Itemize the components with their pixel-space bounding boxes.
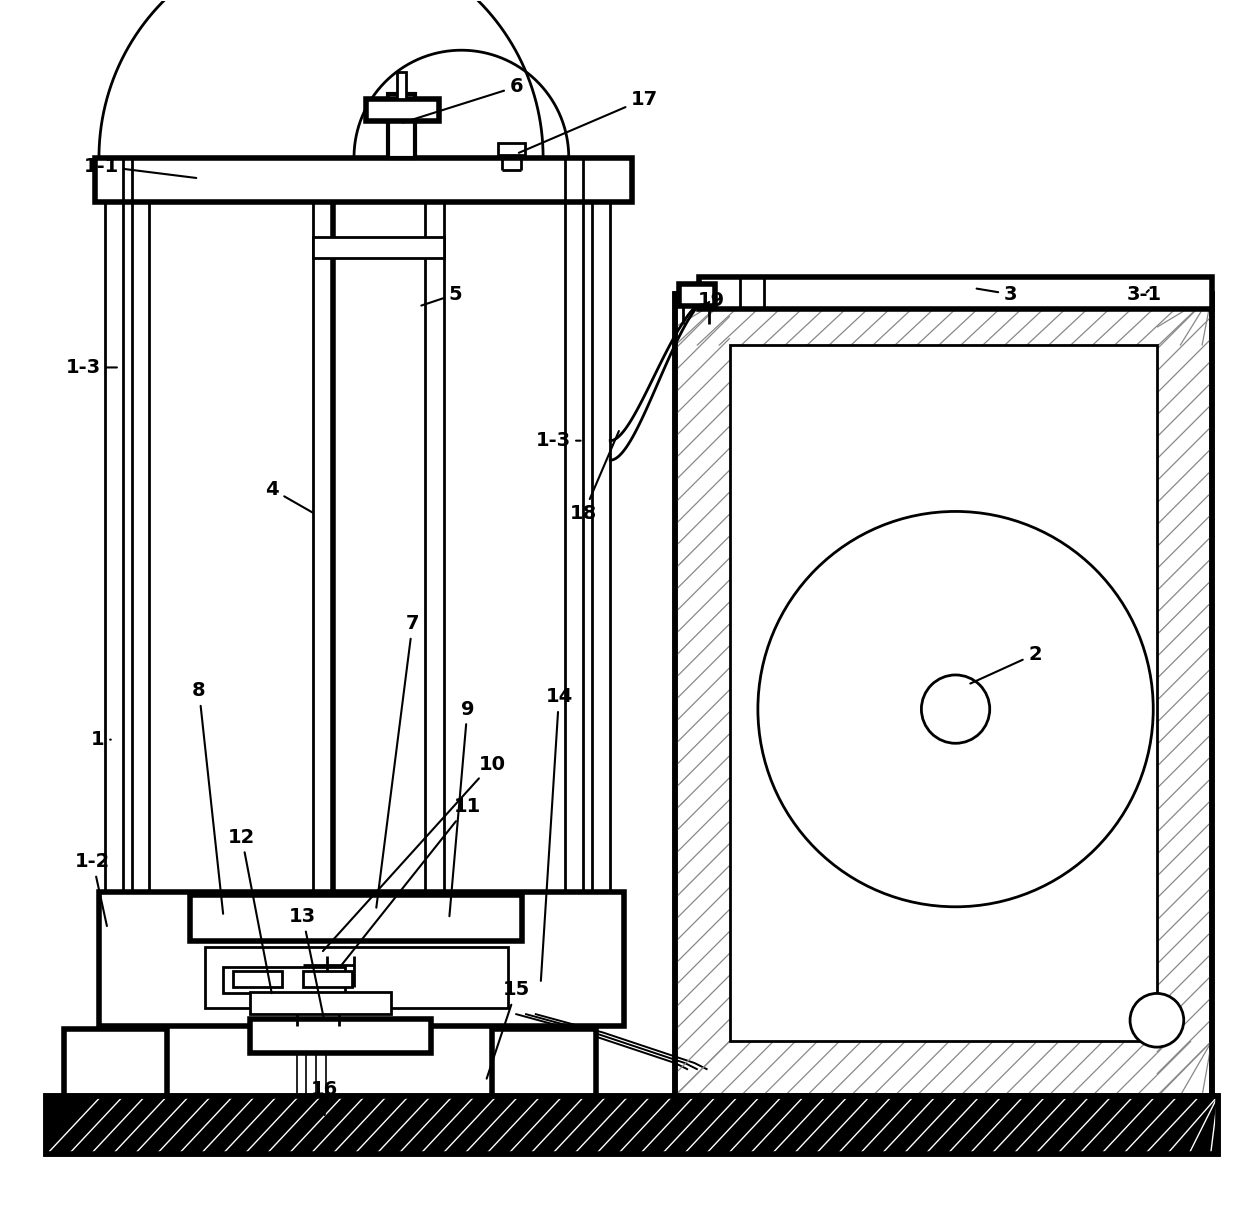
Bar	[250, 1019, 430, 1053]
Bar	[699, 278, 1211, 309]
Text: 10: 10	[322, 755, 506, 951]
Text: 12: 12	[228, 828, 272, 993]
Text: 5: 5	[422, 285, 463, 306]
Text: 7: 7	[376, 614, 419, 907]
Text: 6: 6	[403, 77, 523, 122]
Bar	[312, 237, 444, 258]
Bar	[191, 894, 522, 940]
Text: 1-3: 1-3	[536, 432, 580, 450]
Bar	[397, 72, 407, 99]
Text: 1-1: 1-1	[84, 157, 196, 179]
Bar	[388, 94, 415, 158]
Bar	[678, 285, 715, 307]
Bar	[675, 295, 1211, 1096]
Bar	[95, 158, 632, 202]
Bar	[233, 971, 281, 987]
Text: 19: 19	[698, 291, 725, 309]
Text: 11: 11	[341, 797, 481, 966]
Bar	[730, 345, 1157, 1041]
Bar	[223, 966, 346, 993]
Circle shape	[758, 511, 1153, 906]
Bar	[303, 971, 352, 987]
Bar	[250, 992, 391, 1014]
Text: 1-2: 1-2	[76, 852, 110, 926]
Bar	[63, 1029, 167, 1096]
Text: 3-1: 3-1	[1127, 285, 1162, 303]
Text: 1: 1	[91, 730, 110, 750]
Text: 1-3: 1-3	[66, 358, 117, 377]
Circle shape	[921, 675, 990, 744]
Circle shape	[1130, 993, 1184, 1047]
Text: 14: 14	[541, 687, 573, 981]
Bar	[492, 1029, 595, 1096]
Text: 8: 8	[192, 681, 223, 914]
Bar	[46, 1096, 1218, 1155]
Text: 13: 13	[289, 907, 324, 1020]
Bar	[366, 99, 439, 121]
Text: 4: 4	[265, 479, 312, 512]
Bar	[498, 143, 525, 155]
Text: 18: 18	[569, 430, 619, 523]
Text: 17: 17	[518, 89, 658, 153]
Bar	[46, 1096, 1218, 1155]
Bar	[205, 947, 507, 1008]
Bar	[99, 892, 624, 1026]
Text: 15: 15	[486, 981, 529, 1079]
Text: 3: 3	[977, 285, 1017, 303]
Text: 16: 16	[311, 1080, 339, 1115]
Text: 9: 9	[449, 700, 474, 916]
Bar	[675, 295, 1211, 1096]
Text: 2: 2	[970, 645, 1042, 684]
